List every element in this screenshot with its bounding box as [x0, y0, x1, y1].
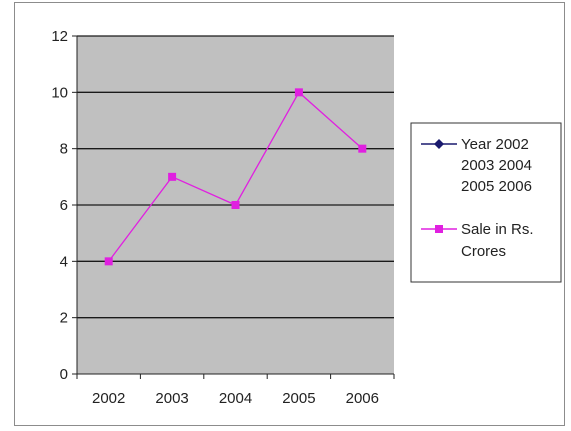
data-point-sale: [294, 88, 303, 97]
x-tick-label: 2002: [92, 390, 125, 407]
data-point-sale: [168, 172, 177, 181]
x-tick-label: 2006: [346, 390, 379, 407]
legend-label-sale-1: Sale in Rs.: [461, 221, 534, 238]
legend-diamond-icon: [434, 139, 444, 149]
y-tick-label: 4: [60, 253, 68, 270]
legend-label-sale-2: Crores: [461, 243, 506, 260]
series-layer: [104, 88, 367, 266]
legend-label-year-3: 2005 2006: [461, 178, 532, 195]
legend: Year 2002 2003 2004 2005 2006 Sale in Rs…: [410, 122, 562, 283]
y-tick-label: 10: [51, 84, 68, 101]
y-tick-label: 8: [60, 141, 68, 158]
x-tick-label: 2004: [219, 390, 252, 407]
x-tick-label: 2005: [282, 390, 315, 407]
y-axis-ticks: 0 2 4 6 8 10 12: [51, 28, 77, 383]
legend-box: [410, 122, 562, 283]
y-tick-label: 6: [60, 197, 68, 214]
x-axis-ticks: 2002 2003 2004 2005 2006: [76, 374, 395, 407]
legend-label-year-1: Year 2002: [461, 136, 529, 153]
y-tick-label: 0: [60, 366, 68, 383]
y-tick-label: 2: [60, 310, 68, 327]
y-tick-label: 12: [51, 28, 68, 45]
legend-label-year-2: 2003 2004: [461, 157, 532, 174]
legend-entry-year: Year 2002 2003 2004 2005 2006: [421, 136, 532, 195]
x-tick-label: 2003: [155, 390, 188, 407]
legend-entry-sale: Sale in Rs. Crores: [421, 221, 534, 260]
data-point-sale: [104, 257, 113, 266]
legend-square-icon: [435, 225, 443, 233]
data-point-sale: [231, 201, 240, 209]
data-point-sale: [358, 144, 367, 153]
